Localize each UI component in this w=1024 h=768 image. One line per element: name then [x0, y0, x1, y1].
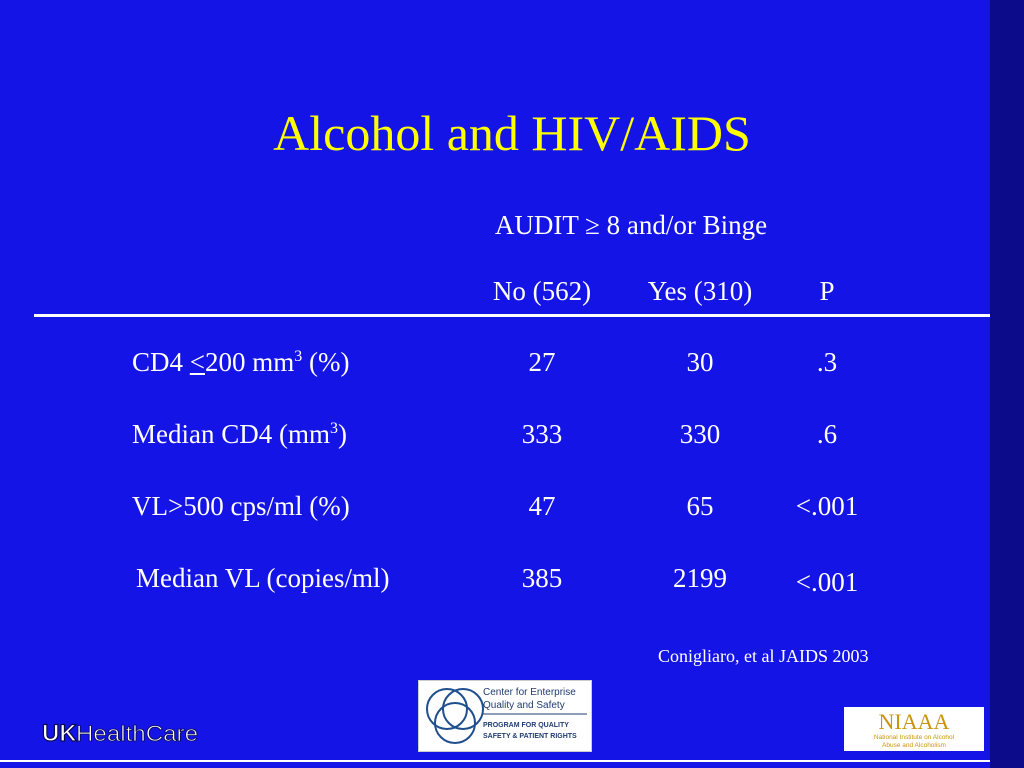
niaaa-logo-line2: Abuse and Alcoholism [882, 742, 946, 749]
header-divider [34, 314, 990, 317]
uk-logo-healthcare-text: HealthCare [76, 721, 198, 746]
interlocking-circles-icon [426, 688, 484, 744]
cell-no: 385 [521, 563, 563, 593]
column-header-yes: Yes (310) [647, 276, 753, 306]
cell-no: 47 [528, 491, 556, 521]
row-label-text: 200 mm [205, 347, 295, 377]
less-or-equal-symbol: < [189, 347, 205, 377]
superscript: 3 [294, 348, 303, 365]
cell-yes: 65 [686, 491, 714, 521]
niaaa-logo-acronym: NIAAA [879, 709, 950, 734]
slide-right-edge [990, 0, 1024, 768]
row-label-text: ) [337, 419, 347, 449]
row-label-text: (%) [302, 347, 350, 377]
column-header-no: No (562) [492, 276, 592, 306]
uk-logo-uk-text: UK [42, 720, 77, 747]
row-label-text: Median CD4 (mm [132, 419, 330, 449]
center-enterprise-quality-logo: Center for Enterprise Quality and Safety… [418, 680, 592, 752]
niaaa-logo-line1: National Institute on Alcohol [874, 734, 955, 741]
table-group-header: AUDIT ≥ 8 and/or Binge [494, 210, 768, 240]
row-label-vl-over-500: VL>500 cps/ml (%) [132, 491, 350, 521]
cell-no: 27 [528, 347, 556, 377]
row-label-median-cd4: Median CD4 (mm3) [132, 418, 347, 450]
cell-yes: 2199 [673, 563, 727, 593]
cell-p: .3 [816, 347, 838, 377]
cell-no: 333 [521, 419, 563, 449]
citation: Conigliaro, et al JAIDS 2003 [658, 646, 869, 666]
cell-yes: 30 [686, 347, 714, 377]
cell-p: .6 [816, 419, 838, 449]
cell-p: <.001 [795, 567, 859, 597]
center-logo-line3: PROGRAM FOR QUALITY [483, 722, 569, 729]
row-label-cd4-under-200: CD4 <200 mm3 (%) [132, 346, 350, 378]
slide-title: Alcohol and HIV/AIDS [273, 105, 751, 161]
center-logo-line2: Quality and Safety [483, 700, 565, 711]
row-label-text: CD4 [132, 347, 190, 377]
cell-yes: 330 [679, 419, 721, 449]
bottom-rule [0, 760, 990, 762]
center-logo-line4: SAFETY & PATIENT RIGHTS [483, 733, 577, 740]
row-label-median-vl: Median VL (copies/ml) [136, 563, 390, 593]
column-header-p: P [819, 276, 835, 306]
cell-p: <.001 [795, 491, 859, 521]
superscript: 3 [329, 420, 338, 437]
niaaa-logo: NIAAA National Institute on Alcohol Abus… [844, 707, 984, 751]
center-logo-line1: Center for Enterprise [483, 687, 576, 698]
uk-healthcare-logo: UK HealthCare [42, 719, 198, 747]
